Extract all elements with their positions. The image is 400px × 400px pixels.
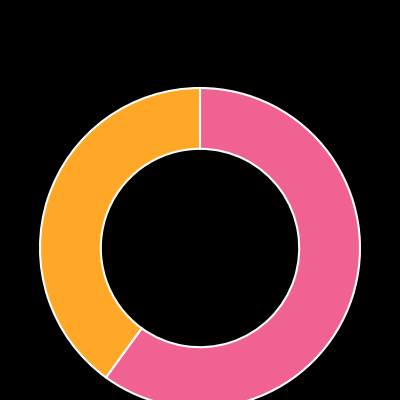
Wedge shape bbox=[106, 88, 360, 400]
Wedge shape bbox=[40, 88, 200, 378]
